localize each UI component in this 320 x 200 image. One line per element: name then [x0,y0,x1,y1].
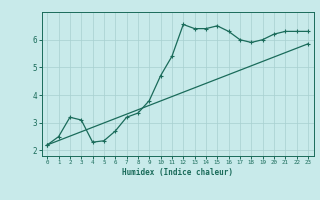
X-axis label: Humidex (Indice chaleur): Humidex (Indice chaleur) [122,168,233,177]
